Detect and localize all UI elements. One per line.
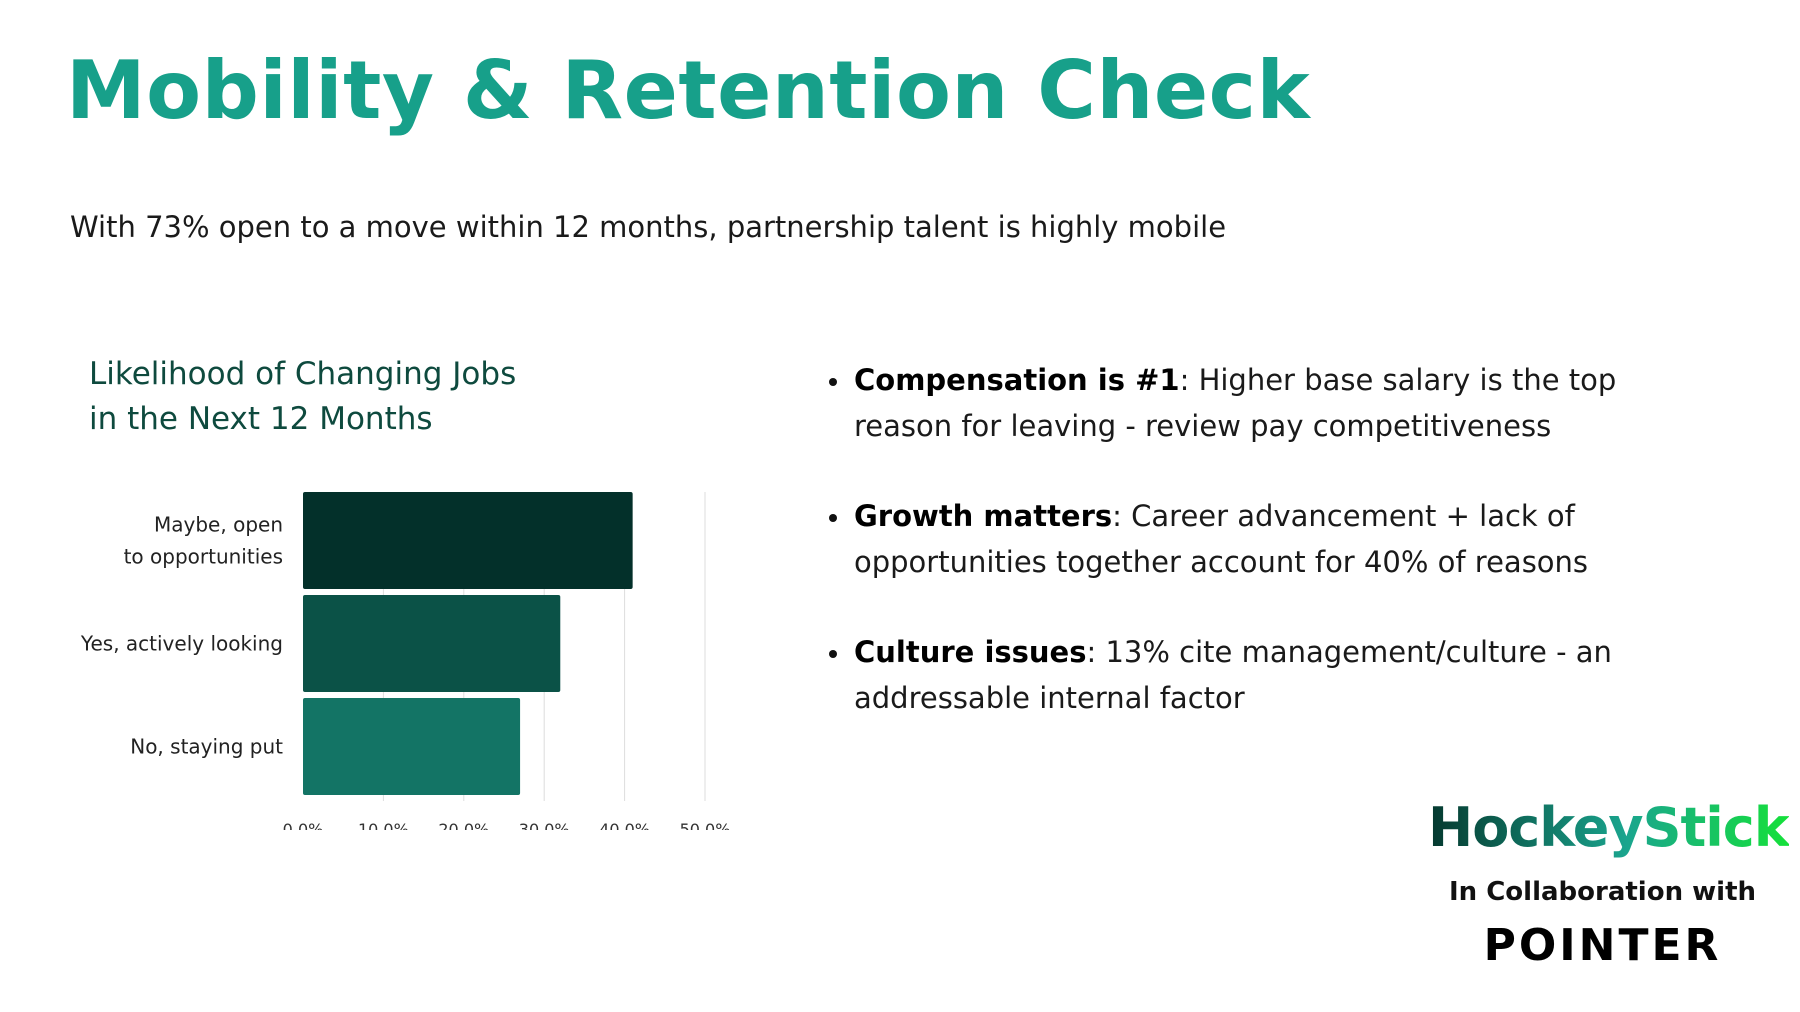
insights-list: Compensation is #1: Higher base salary i… bbox=[826, 358, 1626, 766]
pointer-logo: POINTER bbox=[1483, 920, 1722, 971]
x-tick-label: 50.0% bbox=[680, 820, 731, 830]
insight-text: : Higher base salary is the top reason f… bbox=[854, 363, 1617, 443]
bar bbox=[303, 595, 561, 692]
page-subtitle: With 73% open to a move within 12 months… bbox=[70, 210, 1227, 244]
insight-text: : 13% cite management/culture - an addre… bbox=[854, 635, 1612, 715]
bar bbox=[303, 698, 521, 795]
bar-chart: 0.0% 10.0% 20.0% 30.0% 40.0% 50.0% Maybe, open… bbox=[80, 492, 731, 830]
x-tick-label: 40.0% bbox=[599, 820, 650, 830]
category-label: No, staying put bbox=[130, 735, 283, 759]
x-tick-label: 0.0% bbox=[283, 820, 324, 830]
category-label: Maybe, open bbox=[154, 513, 283, 537]
insight-growth: Growth matters: Career advancement + lac… bbox=[826, 494, 1626, 585]
insight-culture: Culture issues: 13% cite management/cult… bbox=[826, 630, 1626, 721]
insight-heading: Culture issues bbox=[854, 635, 1087, 669]
page-title: Mobility & Retention Check bbox=[66, 44, 1311, 137]
x-tick-label: 10.0% bbox=[358, 820, 409, 830]
category-label: to opportunities bbox=[124, 545, 283, 569]
bar bbox=[303, 492, 633, 589]
x-tick-label: 20.0% bbox=[438, 820, 489, 830]
chart-title-line: in the Next 12 Months bbox=[89, 401, 433, 437]
insight-text: : Career advancement + lack of opportuni… bbox=[854, 499, 1589, 579]
collaboration-label: In Collaboration with bbox=[1448, 877, 1757, 907]
chart-title: Likelihood of Changing Jobs in the Next … bbox=[89, 352, 609, 442]
chart-title-line: Likelihood of Changing Jobs bbox=[89, 356, 517, 392]
insight-heading: Growth matters bbox=[854, 499, 1113, 533]
category-label: Yes, actively looking bbox=[80, 632, 283, 656]
insight-heading: Compensation is #1 bbox=[854, 363, 1180, 397]
hockeystick-logo: HockeyStick bbox=[1428, 796, 1790, 859]
insight-compensation: Compensation is #1: Higher base salary i… bbox=[826, 358, 1626, 449]
x-tick-label: 30.0% bbox=[519, 820, 570, 830]
